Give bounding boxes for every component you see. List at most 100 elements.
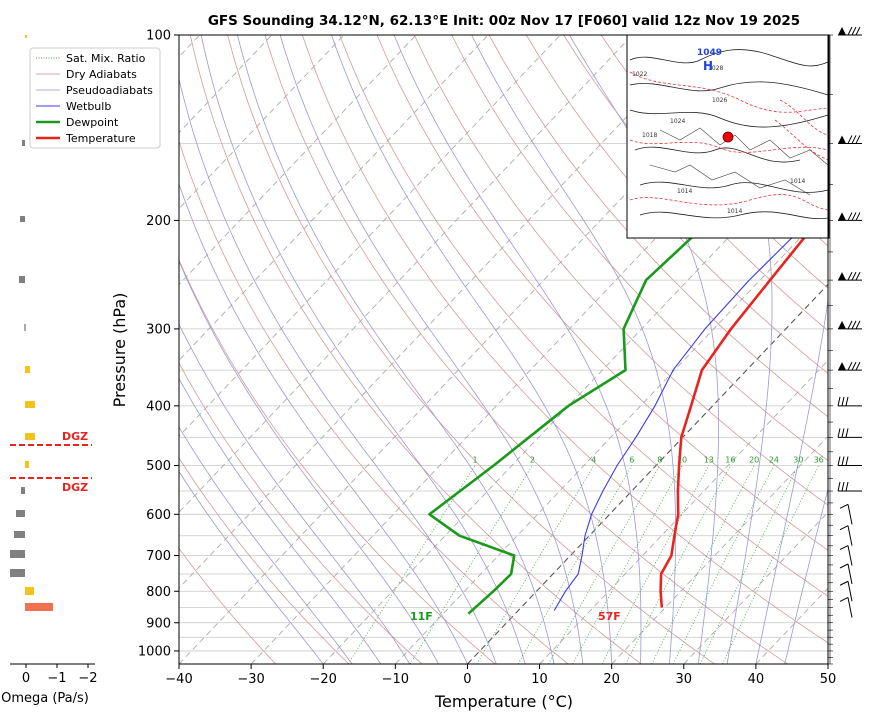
y-axis-label: Pressure (hPa): [110, 293, 129, 408]
dry-adiabat: [189, 35, 642, 664]
legend-label-pseudoadiabats: Pseudoadiabats: [66, 84, 153, 97]
mixing-ratio-label: 13: [704, 456, 714, 465]
map-coast: [659, 127, 829, 166]
isotherm-line: [179, 35, 633, 513]
y-tick-label: 600: [146, 508, 171, 523]
pseudoadiabat: [237, 35, 555, 664]
omega-tick-label: −1: [47, 671, 66, 686]
legend-label-mixing-ratio: Sat. Mix. Ratio: [66, 52, 146, 65]
y-tick-label: 700: [146, 549, 171, 564]
map-label: 1022: [632, 71, 647, 78]
x-tick-label: 0: [463, 672, 471, 687]
isotherm-line: [539, 359, 828, 664]
pseudoadiabat: [179, 426, 353, 664]
temperature-line: [659, 210, 828, 608]
inset-map: 1022 1026 1024 1018 1014 1014 1014 1028 …: [626, 34, 830, 239]
pseudoadiabat: [393, 35, 642, 664]
omega-bar: [14, 531, 25, 538]
omega-bar: [25, 461, 29, 468]
dry-adiabat: [179, 457, 350, 664]
pseudoadiabat: [471, 35, 676, 664]
map-thickness: [774, 119, 829, 161]
map-thickness: [629, 71, 829, 113]
y-tick-label: 800: [146, 585, 171, 600]
y-tick-label: 1000: [138, 644, 171, 659]
mixing-ratio-line: [722, 465, 820, 664]
omega-bar: [22, 140, 25, 146]
mixing-ratio-line: [625, 465, 731, 664]
mixing-ratio-label: 1: [472, 456, 477, 465]
dry-adiabat: [227, 35, 715, 664]
plot-frame: [178, 34, 829, 665]
wind-barbs: [828, 26, 862, 665]
dry-adiabat: [264, 35, 788, 664]
surface-temperature-label: 57F: [598, 610, 621, 623]
map-thickness: [629, 139, 829, 153]
wind-barb: [837, 428, 862, 438]
wind-barb: [839, 525, 853, 546]
wind-barb: [839, 580, 853, 602]
wind-barb: [838, 361, 862, 371]
omega-bar: [25, 401, 35, 408]
wind-barb: [838, 271, 862, 281]
y-tick-label: 500: [146, 459, 171, 474]
dry-adiabat: [179, 259, 496, 664]
mixing-ratio-label: 8: [657, 456, 662, 465]
mixing-ratio-label: 6: [629, 456, 634, 465]
map-label: 1018: [642, 132, 657, 139]
dry-adiabat: [488, 35, 828, 418]
wind-barb: [839, 597, 853, 618]
x-tick-label: −10: [382, 672, 409, 687]
sounding-location-marker: [722, 131, 734, 143]
omega-axis-label: Omega (Pa/s): [1, 691, 89, 706]
pseudoadiabat: [569, 35, 719, 664]
omega-bar: [19, 276, 25, 283]
mixing-ratio-line: [548, 465, 661, 664]
mixing-ratio-line: [347, 465, 476, 664]
omega-bar: [20, 216, 25, 222]
omega-panel: 0 −1 −2 Omega (Pa/s) DGZ DGZ: [1, 35, 98, 706]
map-isobar: [629, 109, 829, 128]
y-tick-label: 100: [146, 29, 171, 44]
mixing-ratio-line: [409, 465, 533, 664]
mixing-ratio-label: 24: [769, 456, 779, 465]
isotherm-line: [179, 35, 561, 437]
omega-tick-label: −2: [78, 671, 97, 686]
omega-bar: [10, 550, 25, 558]
x-axis: −40 −30 −20 −10 0 10 20 30 40 50: [165, 664, 836, 687]
pseudoadiabat: [179, 182, 468, 664]
mixing-ratio-label: 16: [725, 456, 735, 465]
omega-bar: [10, 569, 25, 577]
x-tick-label: 10: [531, 672, 548, 687]
omega-bar: [25, 366, 30, 373]
map-thickness: [779, 99, 829, 136]
pseudoadiabat: [279, 35, 584, 664]
isotherm-line: [827, 663, 828, 664]
map-thickness: [629, 194, 829, 211]
dry-adiabat: [301, 35, 828, 644]
pseudoadiabat: [179, 260, 439, 664]
dry-adiabat: [376, 35, 828, 551]
isotherm-line: [179, 35, 489, 362]
x-tick-label: −30: [237, 672, 264, 687]
wetbulb-line: [553, 204, 828, 611]
legend-label-wetbulb: Wetbulb: [66, 100, 111, 113]
x-tick-label: 30: [676, 672, 693, 687]
mixing-ratio-label: 2: [530, 456, 535, 465]
dry-adiabat: [339, 35, 828, 597]
y-axis: 100 200 300 400 500 600 700 800 900 1000: [138, 29, 179, 659]
omega-bar: [21, 487, 25, 494]
mixing-ratio-line: [476, 465, 595, 664]
pseudoadiabat: [179, 470, 324, 664]
map-label: 1028: [708, 65, 723, 72]
pseudoadiabat: [690, 35, 773, 664]
x-tick-label: −40: [165, 672, 192, 687]
dry-adiabat: [526, 35, 828, 374]
pseudoadiabat: [179, 77, 497, 664]
legend-label-dewpoint: Dewpoint: [66, 116, 119, 129]
mixing-ratio-label: 10: [677, 456, 687, 465]
isotherm-line: [467, 283, 828, 664]
mixing-ratio-line: [572, 465, 683, 664]
mixing-ratio-line: [672, 465, 775, 664]
